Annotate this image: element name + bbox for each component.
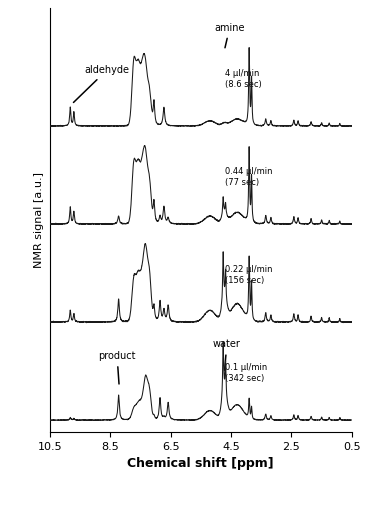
Y-axis label: NMR signal [a.u.]: NMR signal [a.u.] <box>34 172 44 268</box>
Text: 4 μl/min
(8.6 sec): 4 μl/min (8.6 sec) <box>225 69 262 89</box>
Text: 0.44 μl/min
(77 sec): 0.44 μl/min (77 sec) <box>225 166 272 187</box>
Text: amine: amine <box>214 23 245 48</box>
Text: aldehyde: aldehyde <box>73 65 130 102</box>
Text: 0.1 μl/min
(342 sec): 0.1 μl/min (342 sec) <box>225 363 267 383</box>
Text: water: water <box>213 340 241 370</box>
Text: 0.22 μl/min
(156 sec): 0.22 μl/min (156 sec) <box>225 265 272 285</box>
Text: product: product <box>98 351 136 384</box>
X-axis label: Chemical shift [ppm]: Chemical shift [ppm] <box>127 457 274 470</box>
